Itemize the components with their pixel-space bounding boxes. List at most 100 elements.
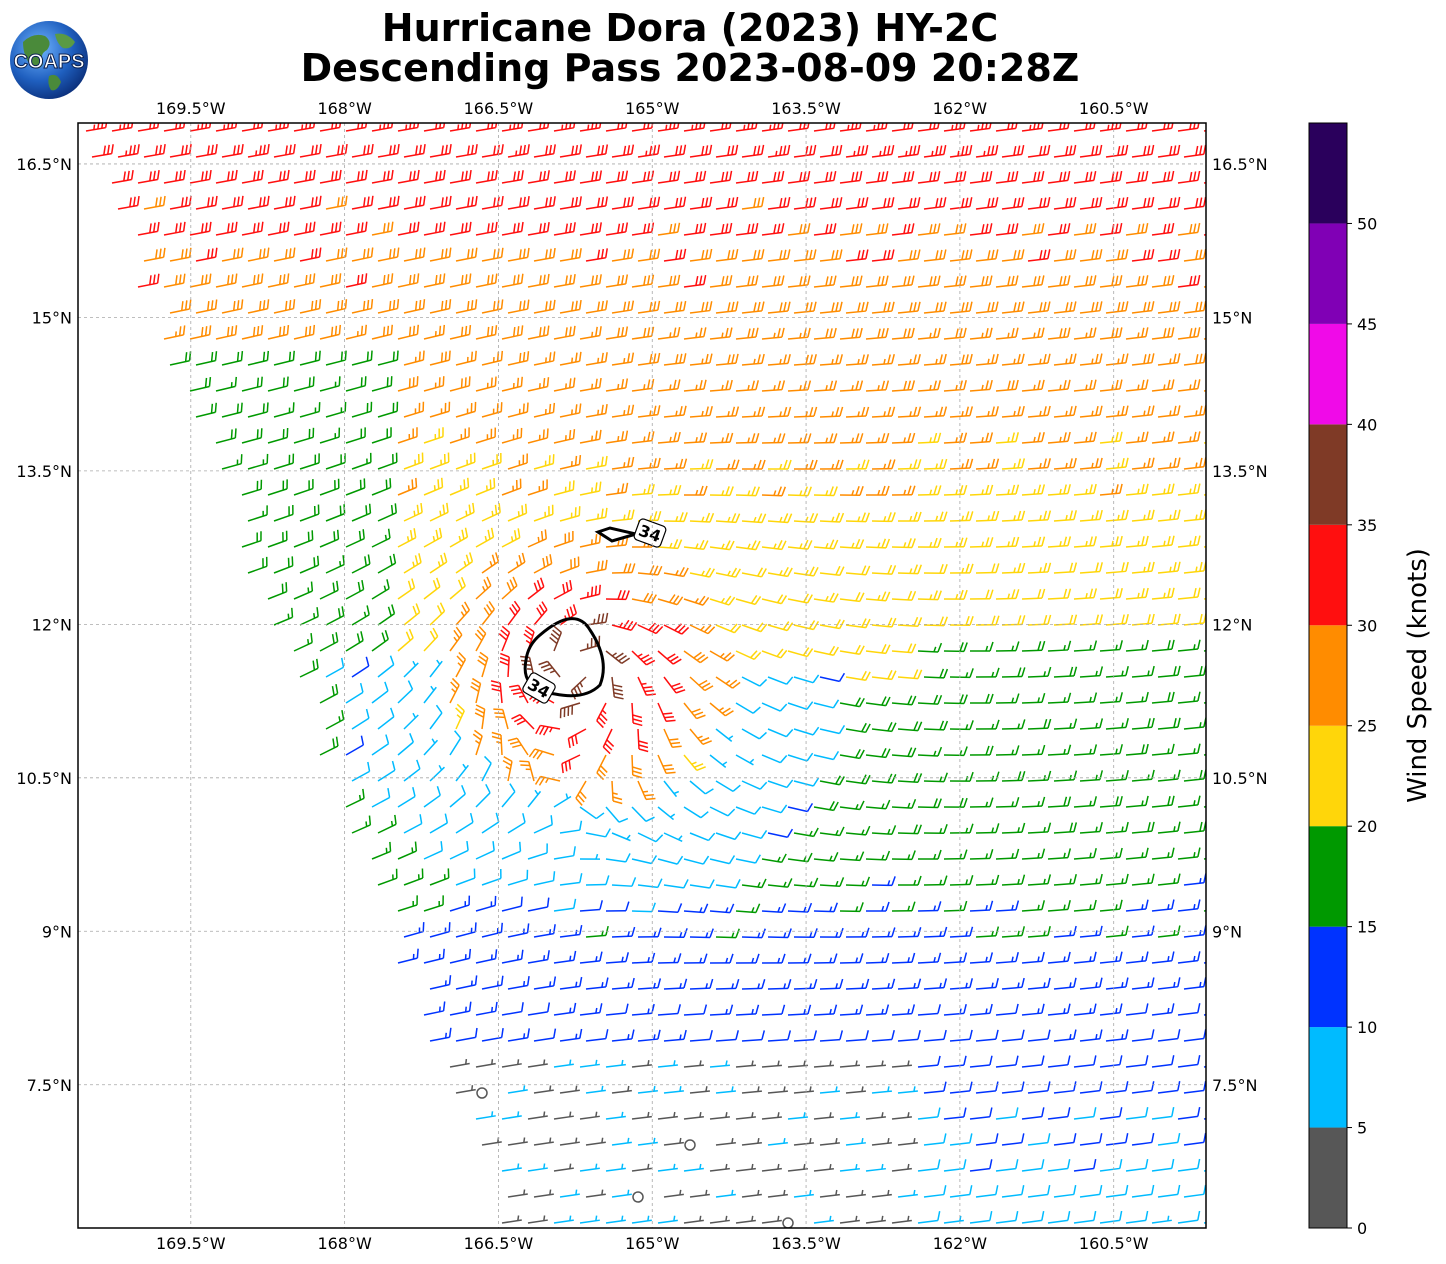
- barb-feather: [253, 123, 256, 130]
- wind-barb: [1021, 327, 1045, 340]
- wind-barb: [579, 584, 601, 600]
- barb-feather: [907, 747, 913, 757]
- barb-half-feather: [1091, 410, 1094, 416]
- barb-feather: [601, 352, 604, 363]
- wind-barb: [949, 563, 974, 574]
- barb-feather: [370, 247, 374, 258]
- barb-feather: [1147, 822, 1151, 832]
- barb-shaft: [1073, 336, 1094, 340]
- barb-feather: [705, 145, 709, 155]
- barb-shaft: [995, 388, 1016, 392]
- barb-feather: [887, 669, 893, 680]
- barb-shaft: [689, 362, 710, 366]
- wind-barb: [596, 754, 608, 781]
- barb-half-feather: [1137, 436, 1140, 442]
- wind-barb: [1131, 405, 1155, 418]
- barb-feather: [861, 670, 867, 680]
- wind-barb: [1047, 431, 1071, 444]
- barb-feather: [937, 275, 941, 286]
- barb-feather: [601, 145, 605, 155]
- wind-barb: [371, 123, 394, 132]
- barb-shaft: [657, 754, 667, 774]
- barb-feather: [1143, 197, 1147, 208]
- barb-feather: [617, 590, 622, 600]
- barb-feather: [1073, 718, 1078, 729]
- wind-barb: [709, 275, 733, 288]
- barb-feather: [1220, 224, 1222, 233]
- barb-half-feather: [1037, 697, 1041, 703]
- barb-feather: [653, 301, 657, 311]
- barb-feather: [1015, 641, 1020, 651]
- barb-feather: [1151, 353, 1155, 363]
- barb-half-feather: [905, 150, 908, 157]
- barb-feather: [955, 172, 959, 182]
- barb-shaft: [943, 231, 964, 236]
- barb-feather: [959, 380, 963, 390]
- wind-barb: [865, 432, 890, 444]
- barb-shaft: [605, 806, 620, 823]
- barb-shaft: [553, 437, 574, 444]
- barb-shaft: [1099, 544, 1120, 548]
- barb-half-feather: [695, 543, 699, 549]
- wind-barb: [897, 459, 922, 470]
- barb-half-feather: [1117, 358, 1120, 364]
- barb-feather: [468, 123, 472, 128]
- barb-feather: [903, 123, 906, 130]
- barb-feather: [839, 354, 843, 364]
- barb-shaft: [1001, 153, 1022, 158]
- barb-feather: [381, 632, 386, 642]
- barb-feather: [631, 352, 635, 363]
- barb-feather: [1069, 249, 1073, 260]
- barb-feather: [491, 688, 502, 692]
- barb-feather: [861, 249, 865, 260]
- barb-shaft: [429, 152, 450, 158]
- barb-shaft: [1125, 804, 1146, 808]
- wind-barb: [689, 728, 712, 746]
- wind-barb: [345, 631, 364, 652]
- barb-feather: [943, 564, 948, 574]
- barb-shaft: [1157, 309, 1178, 314]
- barb-shaft: [1151, 544, 1172, 548]
- barb-half-feather: [929, 594, 933, 600]
- barb-feather: [1119, 170, 1123, 181]
- barb-half-feather: [965, 827, 969, 834]
- barb-feather: [963, 327, 967, 338]
- barb-feather: [468, 221, 472, 232]
- barb-feather: [877, 276, 881, 286]
- wind-barb: [761, 486, 787, 497]
- wind-barb: [1021, 692, 1046, 704]
- barb-shaft: [195, 204, 216, 210]
- barb-feather: [709, 406, 713, 416]
- wind-barb: [1105, 614, 1129, 626]
- barb-shaft: [735, 702, 754, 714]
- barb-feather: [360, 222, 364, 232]
- barb-feather: [985, 432, 990, 443]
- wind-barb: [631, 378, 655, 392]
- barb-feather: [750, 594, 758, 604]
- barb-half-feather: [1007, 489, 1010, 495]
- barb-shaft: [709, 336, 730, 340]
- barb-feather: [699, 656, 709, 664]
- wind-barb: [923, 511, 948, 522]
- barb-feather: [760, 829, 768, 839]
- barb-shaft: [475, 282, 496, 288]
- barb-feather: [233, 249, 236, 259]
- barb-half-feather: [929, 437, 932, 443]
- barb-half-feather: [275, 124, 278, 130]
- barb-shaft: [241, 178, 262, 184]
- barb-half-feather: [223, 124, 226, 130]
- barb-feather: [155, 197, 158, 207]
- barb-shaft: [559, 204, 580, 210]
- barb-shaft: [169, 359, 190, 366]
- wind-barb: [715, 144, 739, 158]
- barb-shaft: [1203, 650, 1206, 652]
- barb-half-feather: [1107, 124, 1110, 131]
- barb-feather: [549, 196, 552, 207]
- barb-feather: [885, 591, 891, 601]
- barb-half-feather: [510, 536, 514, 542]
- barb-shaft: [1131, 414, 1152, 418]
- barb-feather: [1115, 536, 1119, 546]
- barb-shaft: [319, 282, 340, 288]
- wind-barb: [1183, 196, 1206, 210]
- wind-barb: [1151, 275, 1175, 288]
